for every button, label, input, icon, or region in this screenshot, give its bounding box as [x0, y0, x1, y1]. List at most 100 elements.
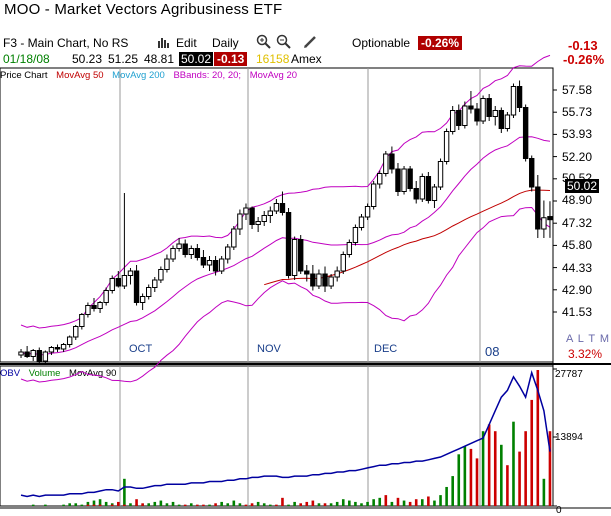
- volume-bar-down: [524, 431, 527, 506]
- chart-select-dropdown[interactable]: F3 - Main Chart, No RS: [3, 36, 129, 50]
- volume-bar-up: [451, 476, 454, 506]
- zoom-out-icon[interactable]: [276, 34, 292, 53]
- volume-bar-up: [74, 503, 78, 506]
- legend-movavg-20[interactable]: MovAvg 20: [249, 70, 298, 81]
- price-tick-label: 42.90: [562, 283, 593, 297]
- price-tick-label: 55.73: [562, 105, 593, 119]
- candle-body: [176, 243, 182, 249]
- volume-bar-down: [323, 503, 327, 506]
- candle-body: [279, 203, 286, 213]
- quote-change: -0.13: [214, 52, 248, 66]
- volume-bar-down: [196, 504, 199, 506]
- candle-body: [273, 203, 280, 212]
- volume-bar-up: [31, 504, 35, 506]
- volume-bar-up: [238, 503, 242, 506]
- candle-body: [431, 186, 438, 201]
- volume-bar-down: [98, 504, 102, 506]
- candle-body: [48, 347, 55, 353]
- legend-obv[interactable]: OBV: [0, 368, 21, 379]
- legend-movavg-200[interactable]: MovAvg 200: [112, 70, 165, 81]
- volume-bar-up: [104, 501, 108, 506]
- volume-bar-up: [147, 503, 151, 506]
- volume-bar-up: [165, 503, 169, 506]
- candle-body: [468, 105, 474, 110]
- volume-bar-up: [348, 500, 351, 506]
- legend-bbands[interactable]: BBands: 20, 20;: [173, 70, 242, 81]
- optionable-label: Optionable: [352, 36, 411, 50]
- candle-body: [504, 114, 511, 129]
- candle-body: [237, 213, 243, 230]
- candle-body: [316, 273, 322, 287]
- candle-body: [358, 216, 365, 228]
- volume-bar-up: [463, 446, 467, 506]
- volume-bar-up: [500, 444, 503, 506]
- candle-body: [42, 351, 49, 362]
- candle-body: [139, 296, 146, 303]
- volume-bar-down: [202, 504, 205, 506]
- volume-bar-up: [354, 501, 357, 506]
- volume-bar-up: [177, 504, 181, 506]
- volume-bar-down: [311, 500, 315, 506]
- candle-body: [413, 188, 419, 200]
- volume-bar-up: [232, 500, 236, 506]
- volume-bar-up: [439, 495, 442, 506]
- price-tick-label: 53.93: [562, 127, 593, 141]
- candle-body: [297, 239, 304, 272]
- volume-bar-up: [360, 503, 363, 506]
- candle-body: [146, 287, 152, 297]
- quote-close: 50.02: [179, 52, 214, 66]
- volume-bar-up: [86, 501, 90, 506]
- volume-bar-down: [469, 448, 473, 506]
- legend-price-chart[interactable]: Price Chart: [0, 70, 48, 81]
- legend-movavg-50[interactable]: MovAvg 50: [56, 70, 104, 81]
- candle-body: [401, 168, 407, 192]
- bband-upper: [20, 54, 551, 329]
- candle-body: [60, 344, 67, 350]
- volume-bar-up: [287, 504, 290, 506]
- candle-body: [383, 153, 389, 174]
- legend-movavg-90[interactable]: MovAvg 90: [69, 368, 117, 379]
- legend-volume[interactable]: Volume: [28, 368, 61, 379]
- candle-body: [529, 158, 535, 188]
- volume-bar-up: [390, 501, 394, 506]
- price-tick-label: 48.90: [562, 193, 593, 207]
- edit-button[interactable]: Edit: [176, 36, 197, 50]
- volume-bar-down: [141, 503, 144, 506]
- bband-lower: [20, 206, 551, 383]
- volume-bar-up: [129, 503, 132, 506]
- candle-body: [127, 270, 134, 276]
- volume-bar-up: [189, 503, 193, 506]
- volume-bar-down: [396, 497, 400, 506]
- candle-body: [194, 248, 201, 258]
- candle-body: [73, 326, 79, 338]
- candle-body: [541, 217, 547, 230]
- pencil-icon[interactable]: [302, 34, 318, 53]
- bar-chart-icon[interactable]: [158, 37, 170, 51]
- volume-bar-down: [384, 495, 388, 506]
- interval-dropdown[interactable]: Daily: [212, 36, 239, 50]
- candle-body: [516, 86, 523, 108]
- candle-body: [498, 110, 505, 129]
- volume-bar-up: [481, 431, 485, 506]
- quote-date: 01/18/08: [3, 52, 50, 66]
- volume-bar-up: [123, 478, 126, 506]
- volume-bar-up: [44, 504, 47, 506]
- scale-options[interactable]: A L T M L: [566, 333, 611, 345]
- volume-bar-up: [433, 500, 436, 506]
- candle-body: [231, 228, 237, 248]
- candle-body: [97, 302, 103, 309]
- volume-bar-down: [299, 503, 302, 506]
- volume-bar-up: [256, 501, 260, 506]
- candle-body: [36, 350, 42, 362]
- candle-body: [261, 215, 267, 222]
- quote-open: 50.23: [72, 52, 103, 66]
- candle-body: [522, 107, 529, 159]
- change-percent-box: -0.26%: [418, 36, 463, 50]
- zoom-in-icon[interactable]: [256, 34, 272, 53]
- candle-body: [30, 350, 36, 357]
- volume-bar-up: [366, 501, 369, 506]
- volume-bar-up: [317, 503, 321, 506]
- volume-bar-down: [123, 504, 126, 506]
- volume-bar-down: [518, 451, 521, 506]
